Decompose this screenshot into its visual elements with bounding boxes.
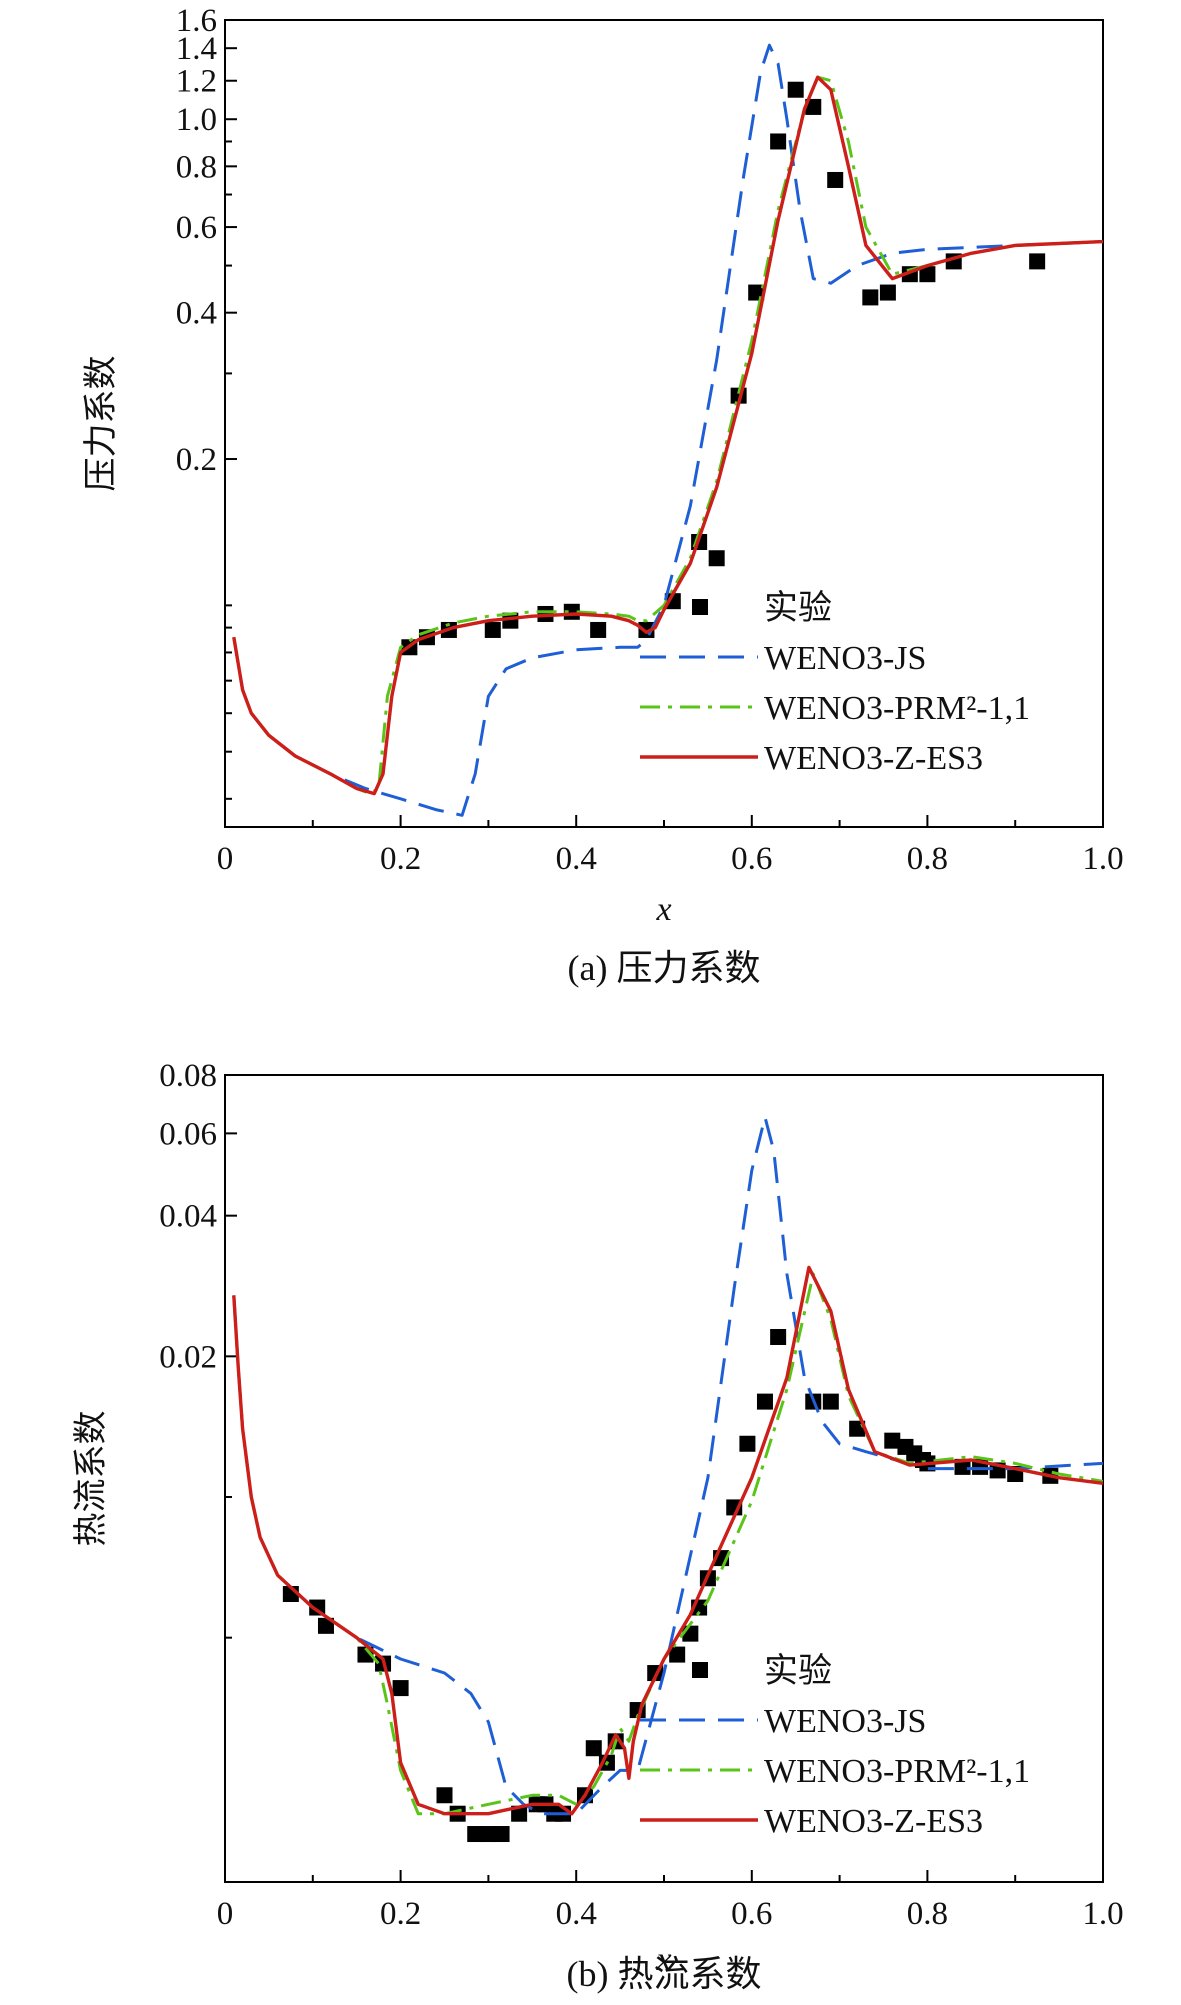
data-point-a bbox=[708, 550, 725, 567]
caption-a: (a) 压力系数 bbox=[568, 948, 761, 988]
y-tick-label-b: 0.04 bbox=[159, 1199, 217, 1235]
x-tick-label-a: 0.6 bbox=[731, 841, 772, 877]
data-point-b bbox=[954, 1458, 971, 1475]
x-tick-label-a: 1.0 bbox=[1082, 841, 1123, 877]
data-point-b bbox=[770, 1328, 787, 1345]
data-point-a bbox=[1029, 253, 1046, 270]
panel-a-pressure-coefficient: 0 0.2 0.4 0.6 0.8 1.00.20.40.60.81.01.21.41.6… bbox=[82, 3, 1124, 988]
y-tick-label-a: 1.2 bbox=[176, 64, 217, 100]
legend-b: 实验 WENO3-JS WENO3-PRM²-1,1 WENO3-Z-ES3 bbox=[640, 1652, 1030, 1840]
data-point-b bbox=[493, 1826, 510, 1843]
data-point-b bbox=[392, 1680, 409, 1697]
legend-label-a: 实验 bbox=[764, 589, 832, 627]
y-tick-label-b: 0.06 bbox=[159, 1116, 217, 1152]
data-point-a bbox=[879, 284, 896, 301]
data-point-b bbox=[585, 1740, 602, 1757]
y-axis-label-b: 热流系数 bbox=[72, 1411, 110, 1547]
series-group-a bbox=[232, 43, 1103, 817]
y-tick-label-a: 0.8 bbox=[176, 149, 217, 185]
x-tick-label-b: 0.4 bbox=[556, 1896, 597, 1932]
series-line-a-2 bbox=[232, 75, 1103, 796]
data-point-b bbox=[669, 1646, 686, 1663]
x-tick-label-a: 0.2 bbox=[380, 841, 421, 877]
y-tick-label-a: 1.0 bbox=[176, 102, 217, 138]
data-point-b bbox=[317, 1617, 334, 1634]
data-point-a bbox=[862, 289, 879, 306]
y-tick-label-a: 0.4 bbox=[176, 296, 217, 332]
data-point-a bbox=[664, 593, 681, 610]
legend-label-b: 实验 bbox=[764, 1652, 832, 1690]
data-point-b bbox=[739, 1435, 756, 1452]
data-point-b bbox=[436, 1787, 453, 1804]
data-point-a bbox=[770, 133, 787, 150]
data-point-b bbox=[480, 1826, 497, 1843]
data-point-a bbox=[787, 81, 804, 98]
x-tick-label-a: 0 bbox=[217, 841, 234, 877]
x-tick-label-b: 0.2 bbox=[380, 1896, 421, 1932]
y-tick-label-a: 1.6 bbox=[176, 3, 217, 39]
x-tick-label-b: 0.6 bbox=[731, 1896, 772, 1932]
legend-label-b: WENO3-JS bbox=[764, 1703, 926, 1740]
data-point-b bbox=[511, 1805, 528, 1822]
y-tick-label-a: 0.2 bbox=[176, 442, 217, 478]
series-line-b-3 bbox=[232, 1265, 1103, 1816]
legend-marker-a bbox=[692, 599, 708, 615]
data-point-b bbox=[756, 1393, 773, 1410]
legend-label-b: WENO3-Z-ES3 bbox=[764, 1803, 983, 1840]
series-line-b-1 bbox=[232, 1115, 1103, 1816]
legend-label-a: WENO3-JS bbox=[764, 640, 926, 677]
caption-b: (b) 热流系数 bbox=[567, 1954, 762, 1994]
x-axis-label-a: x bbox=[655, 891, 671, 928]
series-group-b bbox=[232, 1115, 1103, 1843]
legend-marker-b bbox=[692, 1662, 708, 1678]
data-point-a bbox=[827, 171, 844, 188]
x-tick-label-b: 0 bbox=[217, 1896, 234, 1932]
data-point-b bbox=[884, 1432, 901, 1449]
series-line-b-2 bbox=[232, 1272, 1103, 1816]
y-axis-label-a: 压力系数 bbox=[82, 356, 120, 492]
legend-label-b: WENO3-PRM²-1,1 bbox=[764, 1753, 1030, 1790]
y-tick-label-b: 0.02 bbox=[159, 1339, 217, 1375]
data-point-b bbox=[467, 1826, 484, 1843]
legend-label-a: WENO3-Z-ES3 bbox=[764, 740, 983, 777]
data-point-a bbox=[484, 621, 501, 638]
x-axis-label-b: x bbox=[655, 1941, 671, 1978]
x-tick-label-b: 1.0 bbox=[1082, 1896, 1123, 1932]
y-tick-label-a: 0.6 bbox=[176, 210, 217, 246]
x-tick-label-b: 0.8 bbox=[907, 1896, 948, 1932]
data-point-b bbox=[822, 1393, 839, 1410]
series-line-a-1 bbox=[232, 43, 1103, 817]
data-point-a bbox=[590, 621, 607, 638]
x-tick-label-a: 0.8 bbox=[907, 841, 948, 877]
y-tick-label-a: 1.4 bbox=[176, 31, 217, 67]
legend-label-a: WENO3-PRM²-1,1 bbox=[764, 690, 1030, 727]
x-tick-label-a: 0.4 bbox=[556, 841, 597, 877]
legend-a: 实验 WENO3-JS WENO3-PRM²-1,1 WENO3-Z-ES3 bbox=[640, 589, 1030, 777]
y-tick-label-b: 0.08 bbox=[159, 1058, 217, 1094]
panel-b-heat-flux-coefficient: 0 0.2 0.4 0.6 0.8 1.0 0.02 0.04 0.06 0.08 x 热流系数 (b)… bbox=[72, 1058, 1124, 1994]
data-point-a bbox=[919, 266, 936, 283]
series-line-a-3 bbox=[232, 75, 1103, 796]
data-point-a bbox=[805, 98, 822, 115]
